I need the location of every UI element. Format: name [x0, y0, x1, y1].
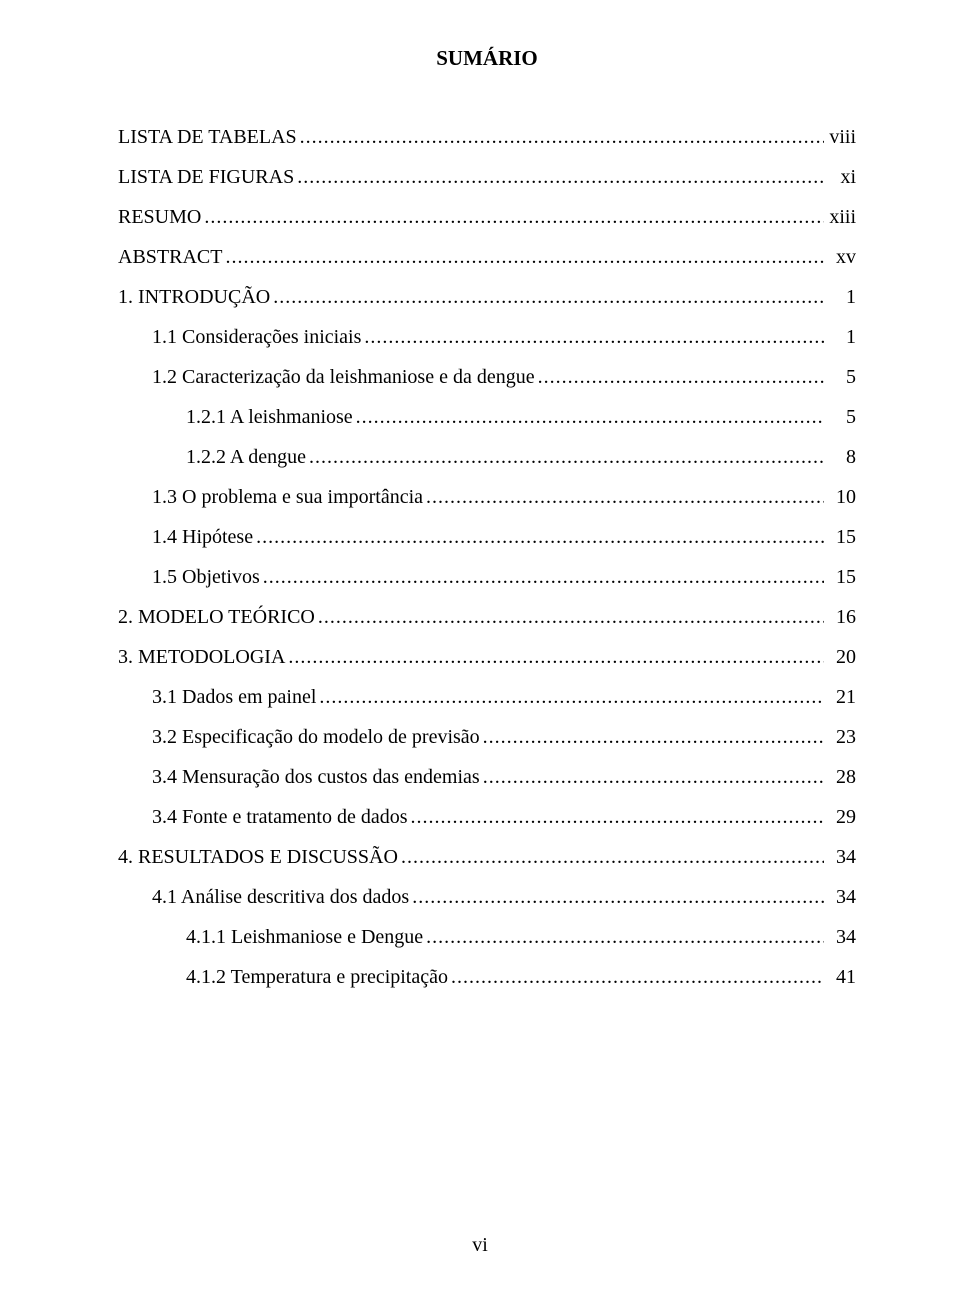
toc-leader-dots — [201, 207, 824, 227]
toc-entry-label: 2. MODELO TEÓRICO — [118, 607, 315, 627]
toc-leader-dots — [535, 367, 824, 387]
toc-leader-dots — [408, 807, 825, 827]
toc-entry-label: 1.1 Considerações iniciais — [118, 327, 361, 347]
toc-entry-page: xiii — [824, 207, 856, 227]
toc-entry: 3. METODOLOGIA 20 — [118, 647, 856, 667]
toc-entry-page: 5 — [824, 407, 856, 427]
toc-entry-label: 3.1 Dados em painel — [118, 687, 316, 707]
toc-entry-page: 5 — [824, 367, 856, 387]
document-page: SUMÁRIO LISTA DE TABELAS viii LISTA DE FIG… — [0, 0, 960, 1295]
toc-entry-label: 4.1 Análise descritiva dos dados — [118, 887, 409, 907]
toc-entry-label: ABSTRACT — [118, 247, 222, 267]
toc-leader-dots — [409, 887, 824, 907]
toc-entry-label: 1.5 Objetivos — [118, 567, 260, 587]
toc-entry-label: 4.1.1 Leishmaniose e Dengue — [118, 927, 423, 947]
toc-entry-label: 1. INTRODUÇÃO — [118, 287, 270, 307]
toc-entry: 1.2.1 A leishmaniose 5 — [118, 407, 856, 427]
toc-entry: 3.1 Dados em painel 21 — [118, 687, 856, 707]
toc-leader-dots — [306, 447, 824, 467]
toc-entry-label: 1.4 Hipótese — [118, 527, 253, 547]
toc-entry: 4.1.1 Leishmaniose e Dengue 34 — [118, 927, 856, 947]
toc-leader-dots — [361, 327, 824, 347]
toc-leader-dots — [260, 567, 824, 587]
toc-leader-dots — [270, 287, 824, 307]
toc-leader-dots — [253, 527, 824, 547]
toc-entry: 2. MODELO TEÓRICO 16 — [118, 607, 856, 627]
toc-leader-dots — [222, 247, 824, 267]
toc-entry-page: 29 — [824, 807, 856, 827]
toc-leader-dots — [315, 607, 824, 627]
toc-leader-dots — [480, 727, 824, 747]
toc-entry-page: 34 — [824, 927, 856, 947]
toc-entry: 1.2 Caracterização da leishmaniose e da … — [118, 367, 856, 387]
toc-entry-page: 21 — [824, 687, 856, 707]
toc-entry-label: LISTA DE FIGURAS — [118, 167, 294, 187]
toc-entry: 1.1 Considerações iniciais 1 — [118, 327, 856, 347]
toc-entry: 4.1.2 Temperatura e precipitação 41 — [118, 967, 856, 987]
toc-leader-dots — [353, 407, 824, 427]
toc-entry-page: 10 — [824, 487, 856, 507]
toc-entry: 4.1 Análise descritiva dos dados 34 — [118, 887, 856, 907]
toc-entry-page: 28 — [824, 767, 856, 787]
toc-entry: ABSTRACT xv — [118, 247, 856, 267]
toc-entry-label: 3. METODOLOGIA — [118, 647, 285, 667]
toc-entry-label: 3.4 Fonte e tratamento de dados — [118, 807, 408, 827]
toc-entry-label: 1.3 O problema e sua importância — [118, 487, 423, 507]
toc-leader-dots — [297, 127, 824, 147]
toc-entry-label: 4.1.2 Temperatura e precipitação — [118, 967, 448, 987]
toc-entry-page: 15 — [824, 567, 856, 587]
toc-entry-page: 20 — [824, 647, 856, 667]
toc-entry: 1. INTRODUÇÃO 1 — [118, 287, 856, 307]
toc-entry-page: 34 — [824, 887, 856, 907]
toc-entry-label: LISTA DE TABELAS — [118, 127, 297, 147]
toc-entry: 1.5 Objetivos 15 — [118, 567, 856, 587]
toc-entry-label: 3.2 Especificação do modelo de previsão — [118, 727, 480, 747]
toc-entry: 4. RESULTADOS E DISCUSSÃO 34 — [118, 847, 856, 867]
toc-entry: 1.4 Hipótese 15 — [118, 527, 856, 547]
toc-leader-dots — [285, 647, 824, 667]
toc-entry: RESUMO xiii — [118, 207, 856, 227]
page-number-footer: vi — [0, 1234, 960, 1257]
toc-entry-page: 1 — [824, 287, 856, 307]
toc-entry-label: 1.2.2 A dengue — [118, 447, 306, 467]
toc-entry: 1.3 O problema e sua importância 10 — [118, 487, 856, 507]
toc-entry-page: viii — [824, 127, 856, 147]
toc-entry-label: 1.2.1 A leishmaniose — [118, 407, 353, 427]
toc-entry: 3.4 Fonte e tratamento de dados 29 — [118, 807, 856, 827]
toc-leader-dots — [294, 167, 824, 187]
toc-entry-label: 4. RESULTADOS E DISCUSSÃO — [118, 847, 398, 867]
toc-entry-label: 3.4 Mensuração dos custos das endemias — [118, 767, 480, 787]
toc-entry-label: 1.2 Caracterização da leishmaniose e da … — [118, 367, 535, 387]
toc-entry-page: 34 — [824, 847, 856, 867]
page-title: SUMÁRIO — [118, 46, 856, 71]
toc-entry-page: xv — [824, 247, 856, 267]
toc-entry-page: 1 — [824, 327, 856, 347]
toc-entry: LISTA DE TABELAS viii — [118, 127, 856, 147]
table-of-contents: LISTA DE TABELAS viii LISTA DE FIGURAS xi RE… — [118, 127, 856, 987]
toc-entry-page: 41 — [824, 967, 856, 987]
toc-entry: 3.4 Mensuração dos custos das endemias 28 — [118, 767, 856, 787]
toc-entry-page: 16 — [824, 607, 856, 627]
toc-entry-page: 23 — [824, 727, 856, 747]
toc-leader-dots — [423, 487, 824, 507]
toc-leader-dots — [448, 967, 824, 987]
toc-entry: LISTA DE FIGURAS xi — [118, 167, 856, 187]
toc-leader-dots — [316, 687, 824, 707]
toc-entry-label: RESUMO — [118, 207, 201, 227]
toc-leader-dots — [423, 927, 824, 947]
toc-entry-page: xi — [824, 167, 856, 187]
toc-entry-page: 8 — [824, 447, 856, 467]
toc-leader-dots — [480, 767, 824, 787]
toc-entry: 1.2.2 A dengue 8 — [118, 447, 856, 467]
toc-entry-page: 15 — [824, 527, 856, 547]
toc-entry: 3.2 Especificação do modelo de previsão 2… — [118, 727, 856, 747]
toc-leader-dots — [398, 847, 824, 867]
